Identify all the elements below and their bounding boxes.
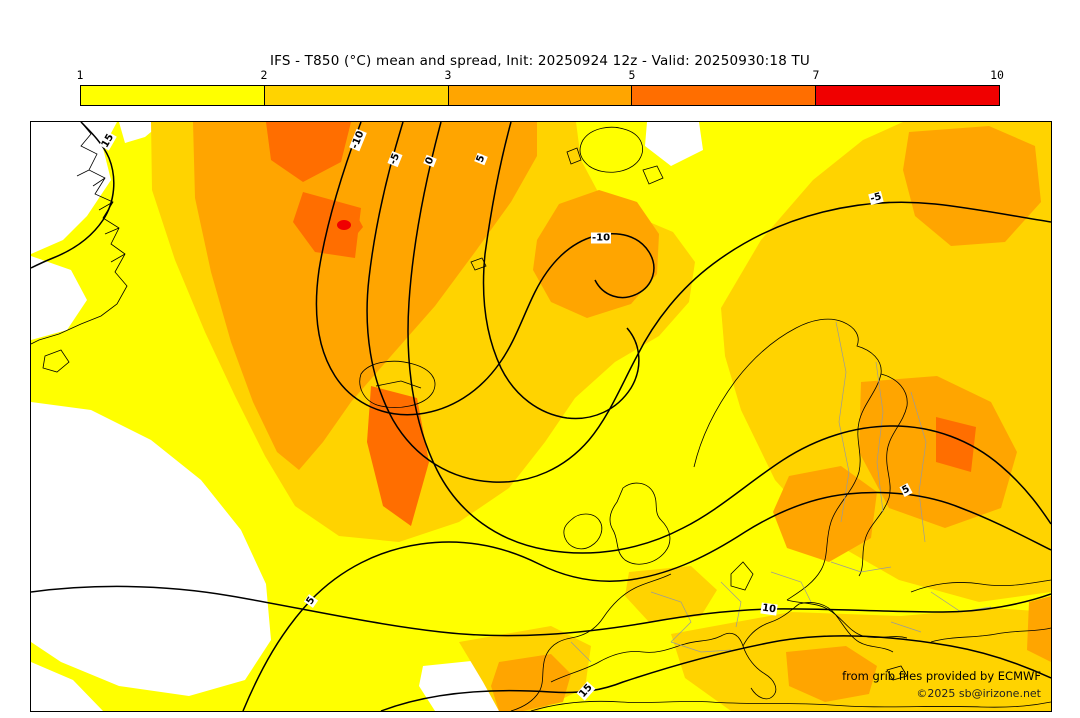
spread-region-low <box>31 402 271 696</box>
coastline-greenland <box>31 122 128 345</box>
spread-region-3-5 <box>786 646 877 702</box>
contour-label: 10 <box>760 602 778 616</box>
colorbar-tick: 7 <box>812 68 820 82</box>
map-canvas <box>31 122 1051 711</box>
colorbar <box>80 85 1000 106</box>
spread-region-3-5 <box>491 654 571 711</box>
coastline-island <box>42 349 70 373</box>
coastline-svalbard <box>566 126 664 185</box>
spread-region-3-5 <box>773 466 877 562</box>
colorbar-segment-7-10 <box>816 86 999 105</box>
spread-region-3-5 <box>533 190 659 318</box>
colorbar-tick: 3 <box>444 68 452 82</box>
spread-region-3-5 <box>1027 596 1051 662</box>
spread-region-5-7 <box>367 386 429 526</box>
attribution-copyright: ©2025 sb@irizone.net <box>916 687 1041 700</box>
contour-label: -10 <box>590 232 612 244</box>
coastline-jan-mayen <box>470 257 487 271</box>
spread-region-3-5 <box>903 126 1041 246</box>
contour-5-north <box>482 122 640 420</box>
colorbar-segment-3-5 <box>448 86 633 105</box>
spread-region-low <box>31 122 117 254</box>
spread-region-low <box>645 122 703 166</box>
spread-region-2-3 <box>625 566 717 622</box>
spread-region-3-5 <box>193 122 537 470</box>
coastline-africa <box>530 700 1051 711</box>
colorbar-tick: 5 <box>628 68 636 82</box>
spread-region-5-7 <box>293 192 361 258</box>
coastline-iceland <box>359 360 436 408</box>
spread-region-low <box>31 256 87 340</box>
chart-title: IFS - T850 (°C) mean and spread, Init: 2… <box>269 53 811 69</box>
coastline-britain <box>609 482 671 565</box>
mean-contours <box>31 122 1051 711</box>
coastline-europe <box>510 573 1051 711</box>
attribution-source: from grib files provided by ECMWF <box>842 669 1041 683</box>
spread-region-5-7 <box>936 417 976 472</box>
coastline-ireland <box>563 513 603 550</box>
contour-minus5 <box>366 122 1051 483</box>
contour-zero <box>407 122 1051 554</box>
contour-10 <box>31 585 1051 637</box>
map-area: 15 -10 -5 0 5 -10 -5 5 5 10 15 from grib… <box>30 121 1052 712</box>
spread-region-7-10 <box>337 220 351 230</box>
spread-region-low <box>31 662 103 711</box>
coastline-denmark <box>730 561 754 591</box>
colorbar-segment-5-7 <box>632 86 817 105</box>
colorbar-segment-2-3 <box>264 86 449 105</box>
colorbar-segment-1-2 <box>81 86 265 105</box>
colorbar-tick: 1 <box>76 68 84 82</box>
spread-region-5-7 <box>266 122 351 182</box>
colorbar-tick: 2 <box>260 68 268 82</box>
contour-15-south <box>380 635 1051 711</box>
colorbar-tick: 10 <box>990 68 1004 82</box>
contour-5-south <box>242 491 1051 711</box>
